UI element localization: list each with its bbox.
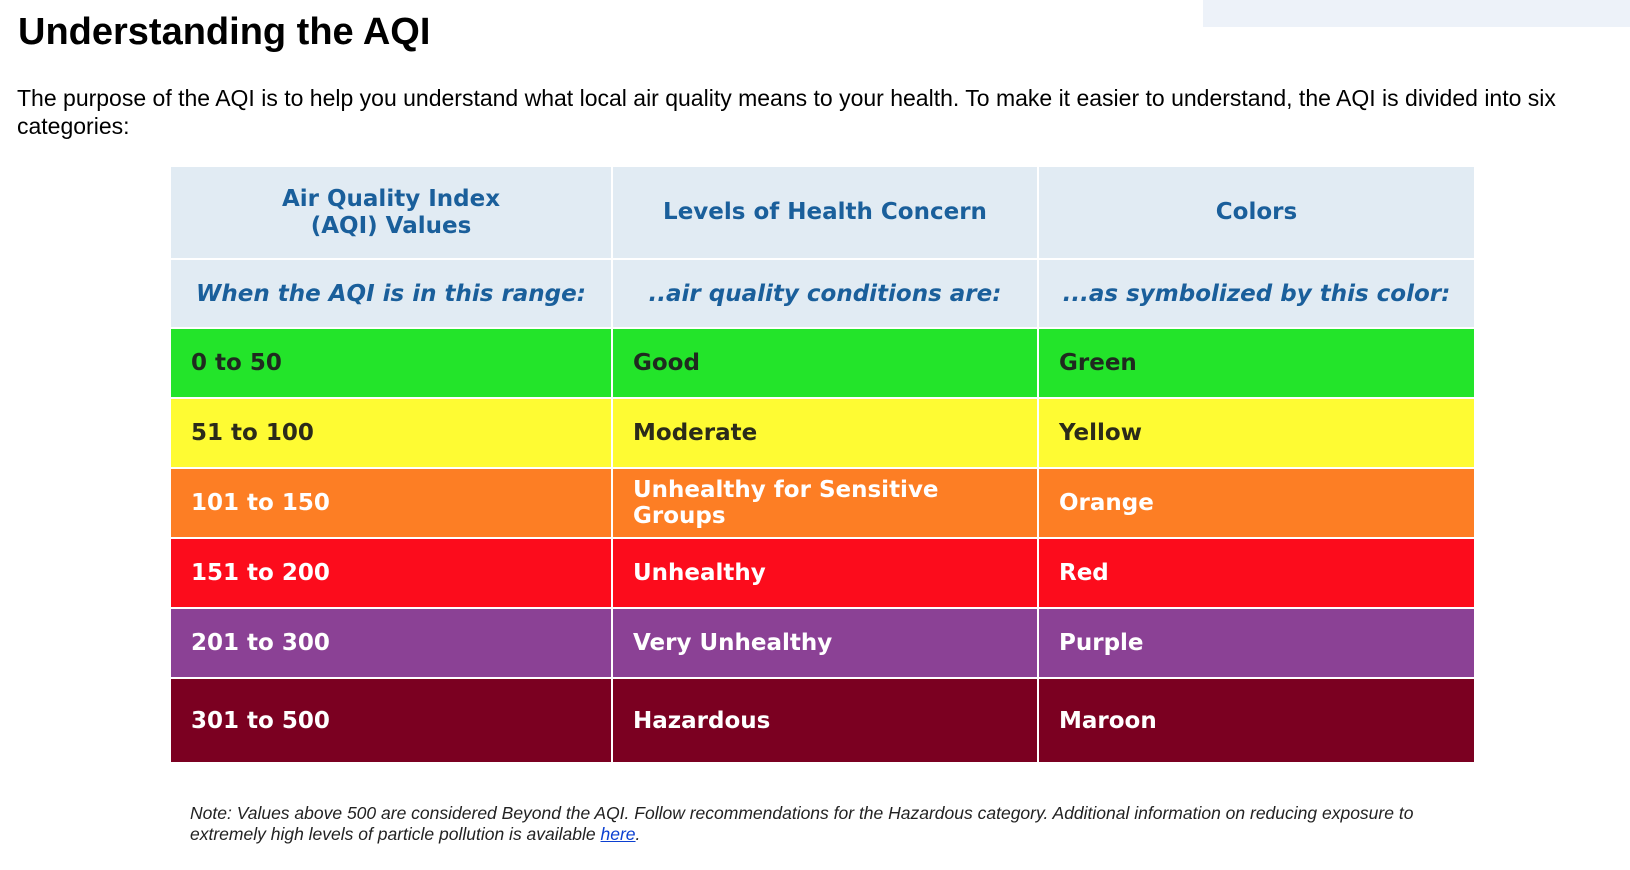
header-aqi-values-line1: Air Quality Index <box>281 185 501 212</box>
header-aqi-values-line2: (AQI) Values <box>310 212 472 239</box>
table-row: 101 to 150 Unhealthy for Sensitive Groups… <box>169 467 1476 539</box>
cell-health-level: Unhealthy for Sensitive Groups <box>611 467 1039 539</box>
header-colors: Colors <box>1037 165 1476 260</box>
table-row: 51 to 100 Moderate Yellow <box>169 397 1476 469</box>
here-link[interactable]: here <box>600 824 636 844</box>
cell-aqi-range: 51 to 100 <box>169 397 613 469</box>
cell-color-name: Orange <box>1037 467 1476 539</box>
page-title: Understanding the AQI <box>18 11 431 53</box>
table-row: 0 to 50 Good Green <box>169 327 1476 399</box>
cell-aqi-range: 0 to 50 <box>169 327 613 399</box>
header-health-concern: Levels of Health Concern <box>611 165 1039 260</box>
cell-health-level: Hazardous <box>611 677 1039 764</box>
table-row: 201 to 300 Very Unhealthy Purple <box>169 607 1476 679</box>
subheader-conditions: ..air quality conditions are: <box>611 258 1039 329</box>
cell-aqi-range: 101 to 150 <box>169 467 613 539</box>
cell-health-level: Moderate <box>611 397 1039 469</box>
footnote: Note: Values above 500 are considered Be… <box>190 803 1470 845</box>
cell-aqi-range: 201 to 300 <box>169 607 613 679</box>
cell-health-level: Very Unhealthy <box>611 607 1039 679</box>
header-aqi-values: Air Quality Index (AQI) Values <box>169 165 613 260</box>
top-right-banner <box>1203 0 1630 27</box>
cell-color-name: Red <box>1037 537 1476 609</box>
subheader-range: When the AQI is in this range: <box>169 258 613 329</box>
table-row: 301 to 500 Hazardous Maroon <box>169 677 1476 764</box>
footnote-text: Note: Values above 500 are considered Be… <box>190 803 1414 844</box>
cell-color-name: Yellow <box>1037 397 1476 469</box>
footnote-suffix: . <box>635 824 641 844</box>
cell-color-name: Green <box>1037 327 1476 399</box>
cell-health-level: Good <box>611 327 1039 399</box>
cell-aqi-range: 301 to 500 <box>169 677 613 764</box>
table-row: 151 to 200 Unhealthy Red <box>169 537 1476 609</box>
table-subheader-row: When the AQI is in this range: ..air qua… <box>169 258 1476 329</box>
cell-health-level: Unhealthy <box>611 537 1039 609</box>
intro-paragraph: The purpose of the AQI is to help you un… <box>17 85 1556 139</box>
aqi-table: Air Quality Index (AQI) Values Levels of… <box>169 165 1476 764</box>
cell-color-name: Purple <box>1037 607 1476 679</box>
table-header-row: Air Quality Index (AQI) Values Levels of… <box>169 165 1476 260</box>
subheader-color: ...as symbolized by this color: <box>1037 258 1476 329</box>
cell-color-name: Maroon <box>1037 677 1476 764</box>
cell-aqi-range: 151 to 200 <box>169 537 613 609</box>
